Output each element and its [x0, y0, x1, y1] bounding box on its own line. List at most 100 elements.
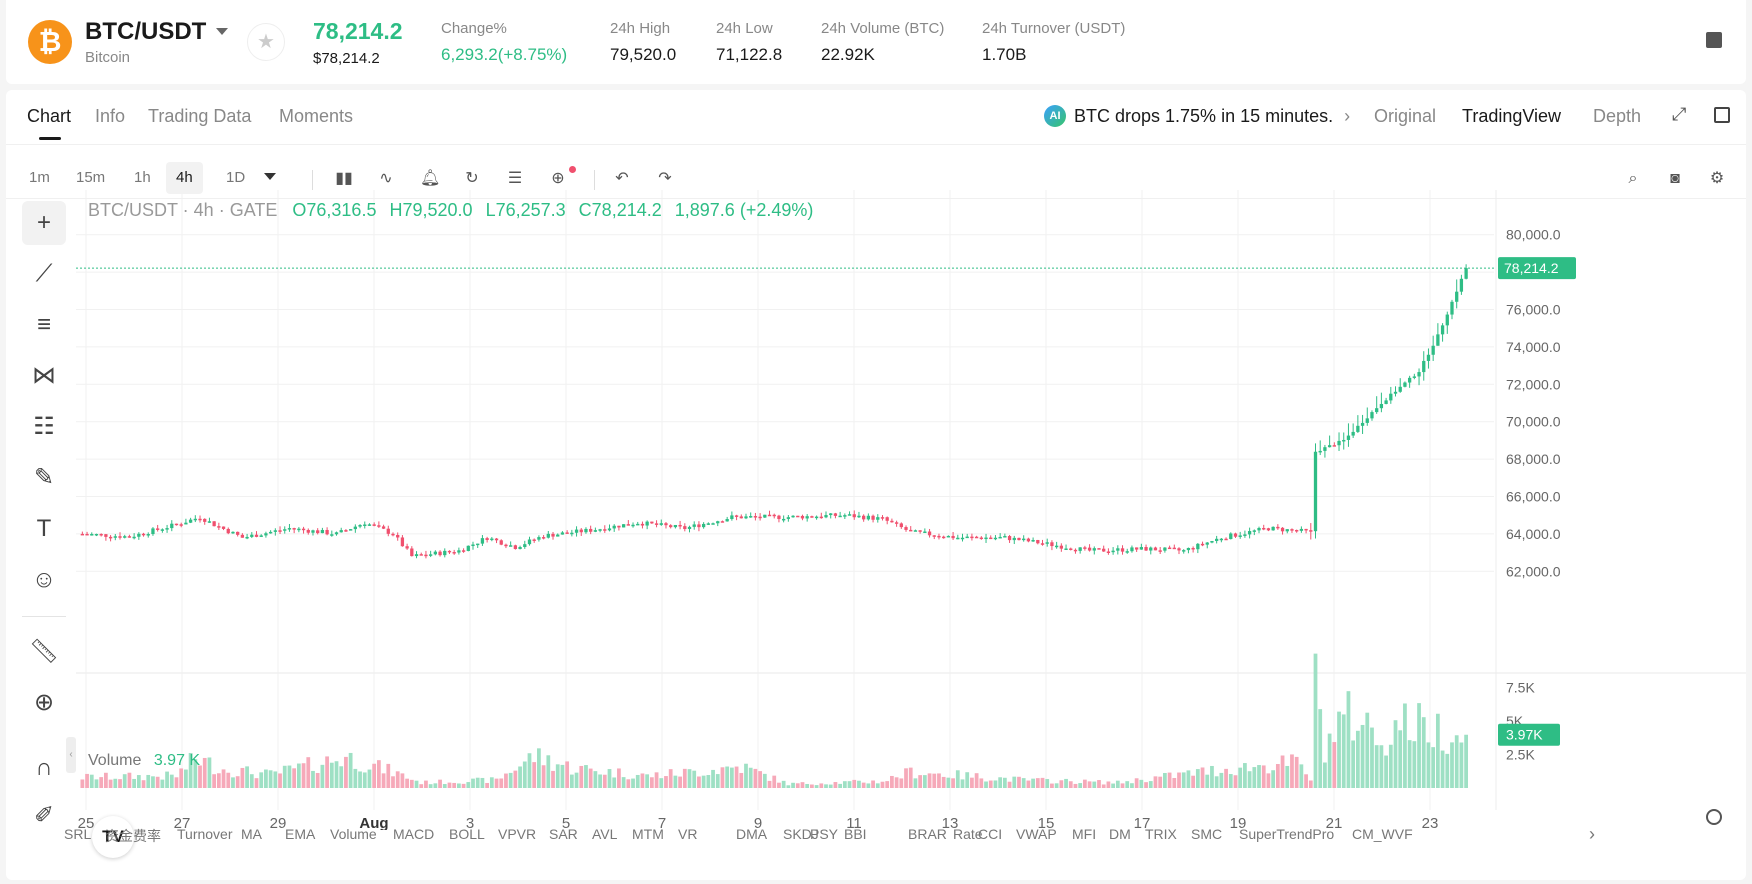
- redo-icon[interactable]: ↷: [658, 170, 672, 187]
- indicators-icon[interactable]: ∿: [379, 170, 393, 187]
- news-ticker[interactable]: BTC drops 1.75% in 15 minutes. ›: [1074, 106, 1350, 127]
- zoom-in-icon[interactable]: ⊕: [33, 689, 55, 716]
- volume-bar: [875, 783, 880, 788]
- indicator-turnover[interactable]: Turnover: [177, 826, 233, 842]
- indicator-vr[interactable]: VR: [678, 826, 698, 842]
- indicator-volume[interactable]: Volume: [330, 826, 377, 842]
- chevron-down-icon[interactable]: [216, 28, 228, 35]
- candle-body: [217, 526, 221, 528]
- candle-body: [146, 534, 150, 536]
- indicator-dma[interactable]: DMA: [736, 826, 768, 842]
- volume-bar: [970, 777, 974, 788]
- pair-title[interactable]: BTC/USDT: [85, 18, 207, 45]
- view-depth[interactable]: Depth: [1593, 106, 1642, 126]
- price-chart[interactable]: 80,000.078,000.076,000.074,000.072,000.0…: [66, 190, 1746, 858]
- expand-icon[interactable]: ⤢: [1672, 104, 1687, 124]
- indicator-cm_wvf[interactable]: CM_WVF: [1352, 826, 1413, 842]
- indicator-smc[interactable]: SMC: [1191, 826, 1223, 842]
- view-tradingview[interactable]: TradingView: [1462, 106, 1562, 126]
- book-icon[interactable]: [1706, 32, 1722, 48]
- volume-bar: [1360, 724, 1365, 788]
- timeframe-4h[interactable]: 4h: [166, 162, 203, 194]
- search-icon[interactable]: ⌕: [1628, 170, 1638, 187]
- indicator-vwap[interactable]: VWAP: [1016, 826, 1057, 842]
- stat-value: 6,293.2(+8.75%): [441, 45, 568, 64]
- indicator-brar[interactable]: BRAR: [908, 826, 947, 842]
- brush-icon[interactable]: ✎: [33, 464, 55, 491]
- indicator-macd[interactable]: MACD: [393, 826, 435, 842]
- indicator-sar[interactable]: SAR: [549, 826, 578, 842]
- undo-icon[interactable]: ↶: [615, 170, 629, 187]
- volume-bar: [866, 783, 871, 788]
- volume-bar: [706, 775, 711, 788]
- volume-bar: [174, 777, 179, 788]
- tab-moments[interactable]: Moments: [279, 106, 354, 126]
- volume-bar: [1440, 750, 1445, 788]
- volume-bar: [890, 775, 894, 788]
- tab-trading-data[interactable]: Trading Data: [148, 106, 252, 126]
- indicator-skdj[interactable]: SKDJ: [783, 826, 819, 842]
- template-icon[interactable]: ☰: [507, 170, 523, 187]
- indicator-avl[interactable]: AVL: [592, 826, 618, 842]
- ruler-icon[interactable]: 📏︎: [28, 638, 60, 665]
- collapse-handle-icon[interactable]: ‹: [66, 737, 76, 773]
- indicator-vpvr[interactable]: VPVR: [498, 826, 537, 842]
- tab-chart[interactable]: Chart: [27, 106, 72, 126]
- chevron-down-icon[interactable]: [264, 173, 276, 180]
- crosshair-icon[interactable]: +: [22, 201, 66, 245]
- volume-bar: [645, 774, 650, 788]
- indicator-boll[interactable]: BOLL: [449, 826, 485, 842]
- candle-body: [1243, 534, 1247, 536]
- candle-body: [90, 534, 94, 536]
- fib-retracement-icon[interactable]: ☷: [33, 413, 55, 440]
- indicator-bbi[interactable]: BBI: [844, 826, 867, 842]
- tradingview-logo-icon[interactable]: TV: [92, 816, 134, 858]
- add-indicator-icon[interactable]: ⊕: [551, 170, 565, 187]
- indicator-psy[interactable]: PSY: [810, 826, 839, 842]
- indicator-mtm[interactable]: MTM: [632, 826, 664, 842]
- trend-line-icon[interactable]: ⟋: [35, 260, 53, 287]
- volume-bar: [165, 771, 169, 788]
- timeframe-15m[interactable]: 15m: [76, 169, 106, 186]
- timeframe-1m[interactable]: 1m: [29, 169, 50, 186]
- timeframe-1h[interactable]: 1h: [134, 169, 151, 186]
- volume-bar: [762, 773, 767, 788]
- alert-icon[interactable]: 🔔︎: [420, 170, 441, 187]
- lock-drawings-icon[interactable]: ✐: [33, 802, 55, 829]
- candles-icon[interactable]: ▮▮: [335, 170, 353, 187]
- view-original[interactable]: Original: [1374, 106, 1437, 126]
- settings-gear-icon[interactable]: ⚙: [1709, 170, 1725, 187]
- volume-bar: [202, 757, 207, 788]
- emoji-icon[interactable]: ☺: [31, 566, 57, 593]
- indicator-rate[interactable]: Rate: [953, 826, 983, 842]
- tab-info[interactable]: Info: [95, 106, 126, 126]
- volume-bar: [1172, 777, 1177, 788]
- indicator-trix[interactable]: TRIX: [1145, 826, 1177, 842]
- indicator-cci[interactable]: CCI: [978, 826, 1003, 842]
- indicator-srl[interactable]: SRL: [64, 826, 92, 842]
- indicator-ma[interactable]: MA: [241, 826, 262, 842]
- timeframe-1d[interactable]: 1D: [226, 169, 246, 186]
- text-tool-icon[interactable]: T: [36, 515, 52, 542]
- candle-body: [523, 544, 527, 548]
- indicator-ema[interactable]: EMA: [285, 826, 316, 842]
- chevron-right-icon[interactable]: ›: [1589, 824, 1595, 844]
- replay-icon[interactable]: ↻: [465, 170, 479, 187]
- last-volume-badge: [1498, 723, 1560, 746]
- camera-icon[interactable]: ◙: [1670, 170, 1680, 187]
- candle-body: [471, 544, 475, 547]
- indicator-mfi[interactable]: MFI: [1072, 826, 1097, 842]
- parallel-lines-icon[interactable]: ≡: [36, 311, 51, 338]
- indicator-资金费率[interactable]: 资金费率: [105, 828, 161, 844]
- candle-body: [113, 536, 117, 538]
- pattern-icon[interactable]: ⋈: [32, 362, 56, 389]
- volume-bar: [358, 771, 362, 788]
- indicator-dm[interactable]: DM: [1109, 826, 1131, 842]
- indicator-supertrendpro[interactable]: SuperTrendPro: [1239, 826, 1335, 842]
- fullscreen-icon[interactable]: [1714, 107, 1730, 123]
- magnet-icon[interactable]: ∩: [35, 754, 53, 781]
- candle-body: [320, 529, 325, 534]
- volume-bar: [946, 777, 951, 788]
- volume-bar: [810, 784, 814, 788]
- favorite-star-icon[interactable]: ★: [247, 23, 285, 61]
